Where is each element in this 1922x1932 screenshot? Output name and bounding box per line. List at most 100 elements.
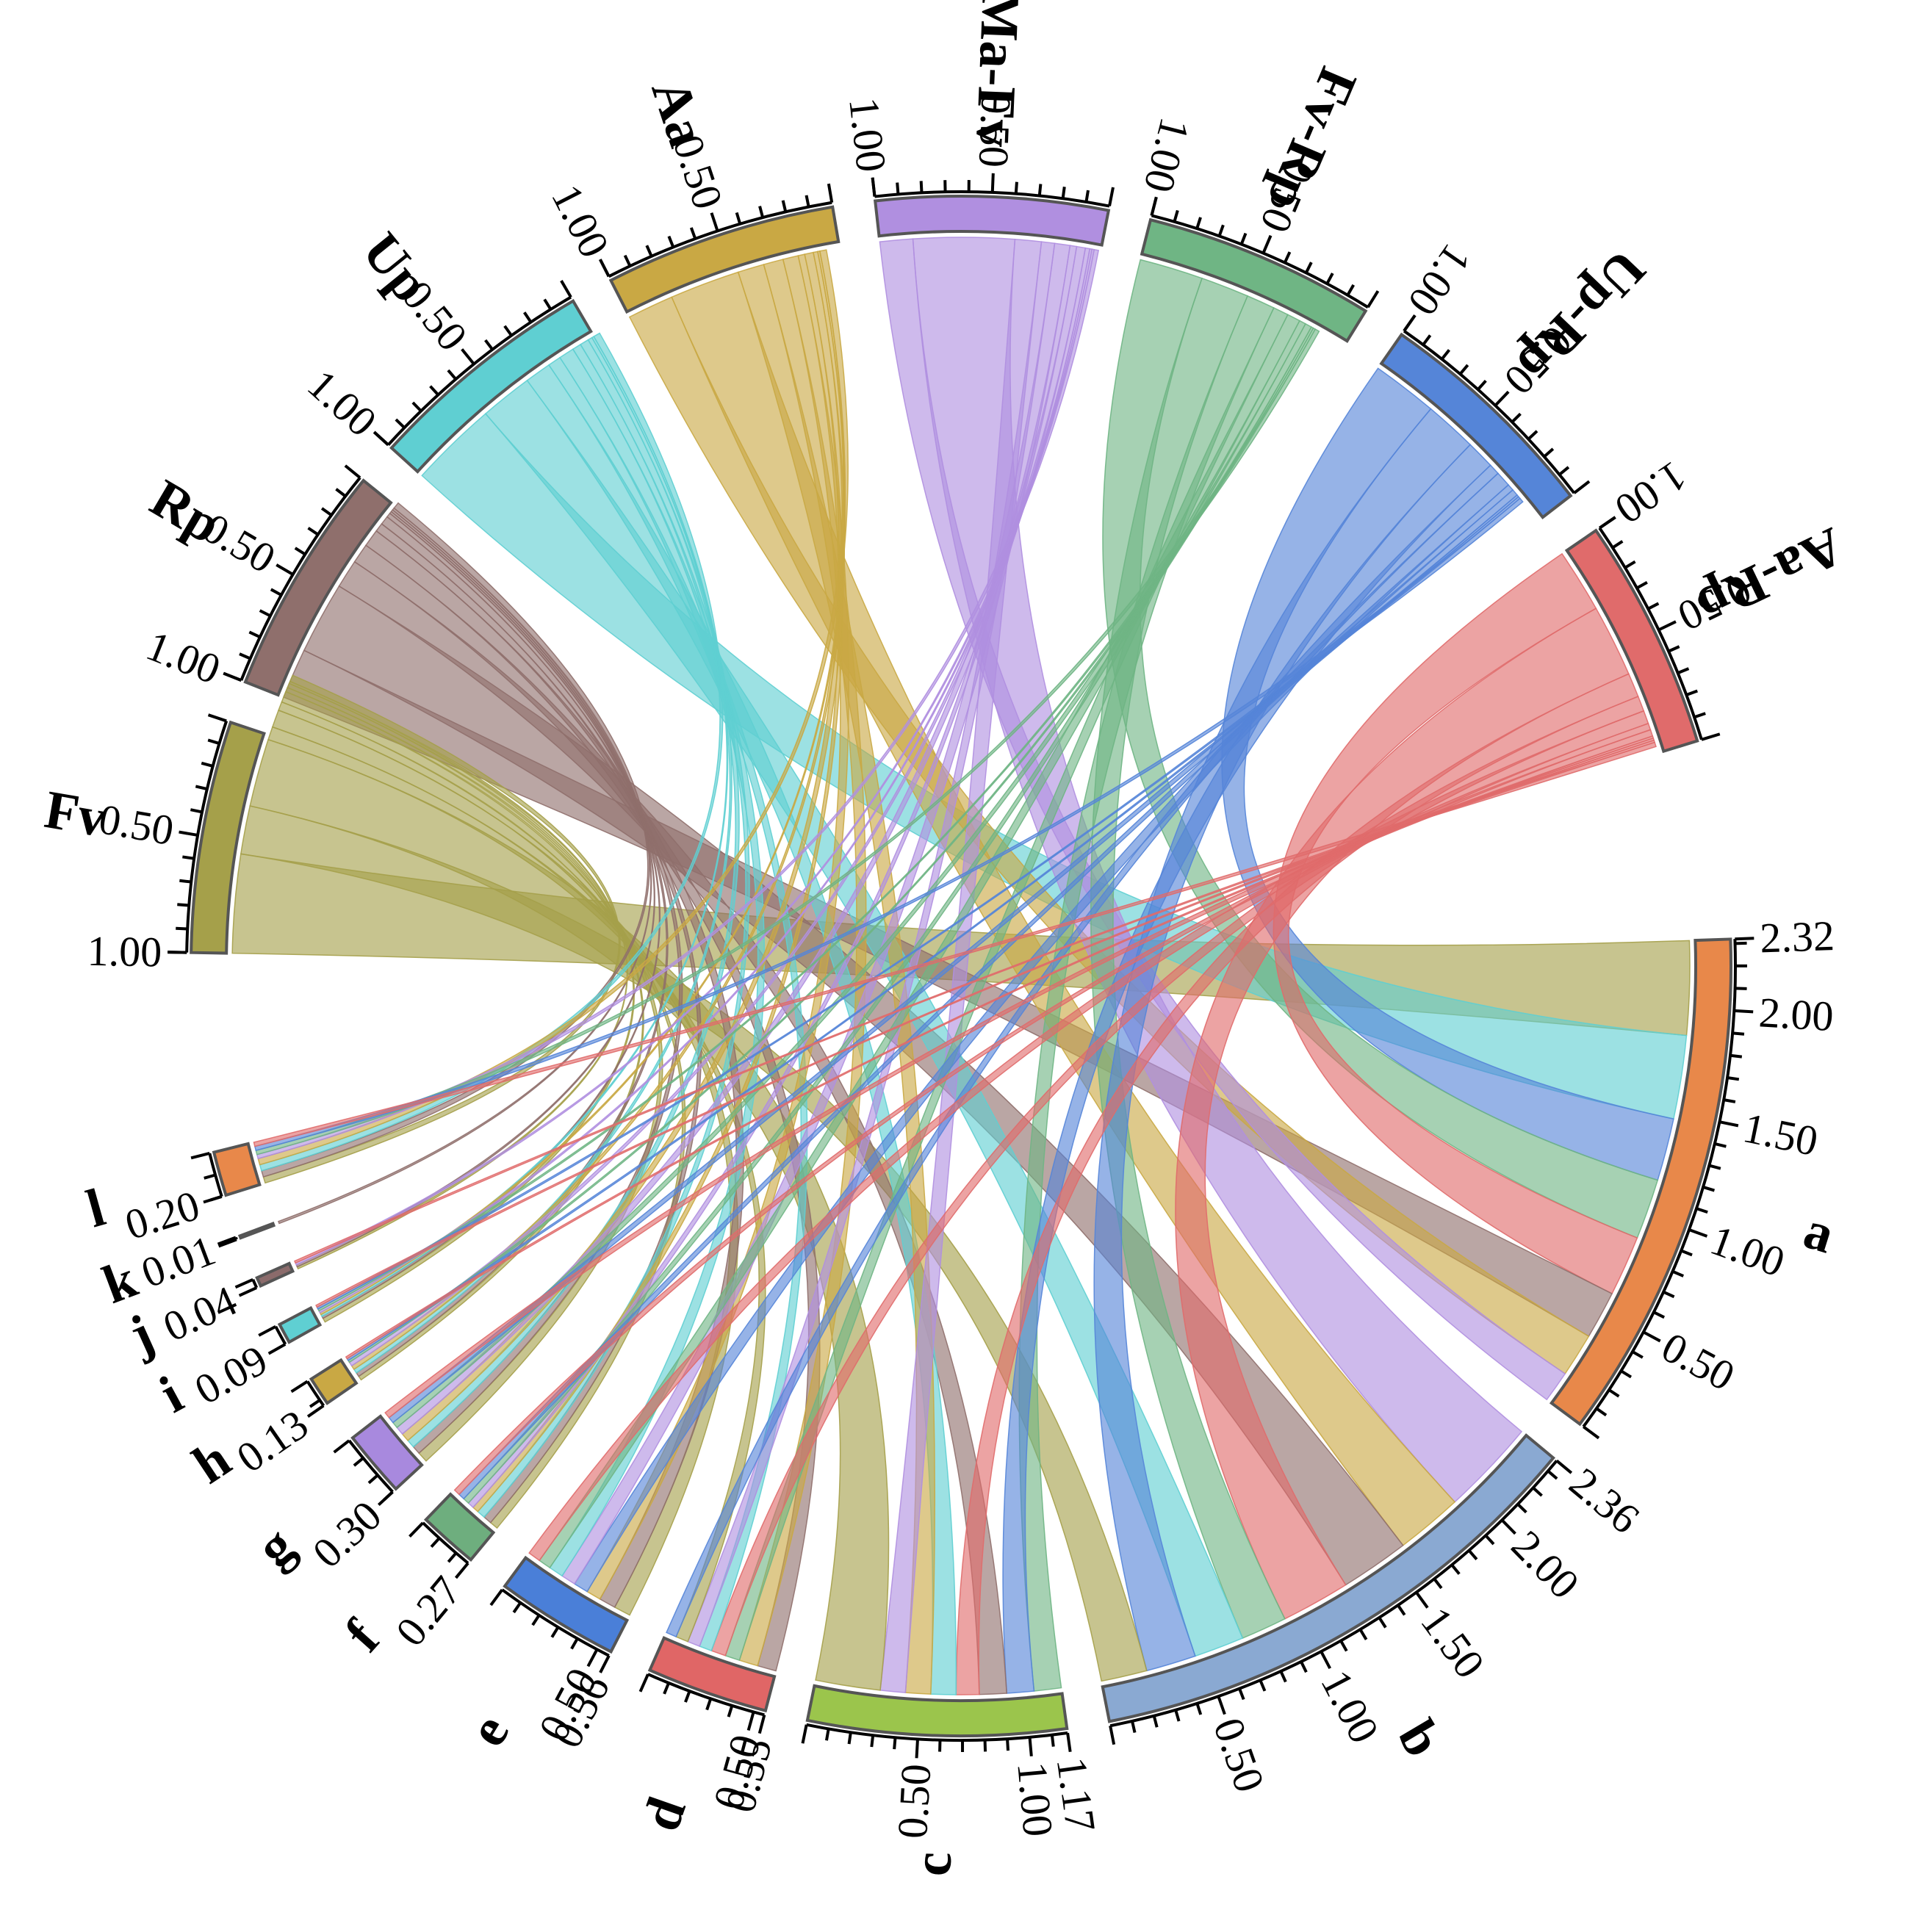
- sector-arc-c: [805, 1684, 1069, 1737]
- tick-label-ma-fv: 1.00: [840, 95, 896, 174]
- tick-mark: [1631, 1350, 1644, 1359]
- tick-mark: [1403, 314, 1417, 332]
- tick-mark: [1467, 1549, 1478, 1560]
- tick-label-i: 0.09: [187, 1336, 275, 1413]
- tick-mark: [638, 1673, 649, 1693]
- tick-mark: [372, 430, 389, 447]
- tick-mark: [344, 464, 361, 479]
- tick-label-f: 0.27: [386, 1567, 471, 1655]
- tick-mark: [203, 1194, 223, 1204]
- tick-mark: [570, 1637, 579, 1650]
- tick-label-b: 1.50: [1411, 1598, 1494, 1687]
- tick-label-a: 2.00: [1757, 988, 1835, 1040]
- tick-mark: [259, 609, 271, 618]
- sector-label-up-rp: Up-Rp: [1505, 238, 1657, 393]
- tick-mark: [1279, 1670, 1287, 1683]
- tick-label-aa: 1.00: [542, 177, 619, 265]
- tick-mark: [1558, 466, 1570, 476]
- ribbon-d-aa-rp: [710, 696, 1645, 1657]
- sector-arc-rp: [243, 478, 393, 697]
- tick-mark: [1028, 1737, 1033, 1756]
- tick-mark: [1608, 1388, 1620, 1398]
- ribbon-h-fv: [285, 686, 644, 1381]
- tick-mark: [1573, 480, 1591, 494]
- tick-mark: [870, 1734, 875, 1748]
- tick-label-b: 1.00: [1311, 1662, 1389, 1751]
- ribbon-f-aa-rp: [453, 722, 1652, 1496]
- sector-label-d: d: [631, 1789, 698, 1838]
- tick-mark: [645, 245, 653, 257]
- tick-mark: [1735, 937, 1754, 941]
- tick-label-aa-rp: 1.00: [1607, 452, 1695, 533]
- tick-mark: [543, 298, 553, 311]
- tick-mark: [1652, 1311, 1666, 1319]
- ribbon-f-aa: [472, 253, 843, 1513]
- tick-mark: [1152, 1715, 1159, 1728]
- tick-mark: [1611, 540, 1624, 549]
- tick-label-a: 0.50: [1654, 1323, 1742, 1400]
- ribbon-h-up: [353, 336, 733, 1374]
- sector-label-ma-fv: Ma-Fv: [964, 0, 1031, 148]
- tick-mark: [757, 1714, 766, 1734]
- tick-mark: [1173, 209, 1179, 223]
- tick-mark: [1680, 1249, 1693, 1257]
- tick-mark: [238, 1286, 258, 1297]
- tick-label-b: 2.36: [1561, 1458, 1649, 1543]
- tick-mark: [1109, 1725, 1116, 1745]
- sector-label-b: b: [1386, 1710, 1454, 1767]
- ribbon-a-aa-rp: [1273, 552, 1638, 1295]
- tick-mark: [1658, 620, 1677, 632]
- tick-mark: [179, 879, 192, 884]
- ribbon-e-fv-rp: [539, 314, 1300, 1569]
- tick-mark: [1595, 1407, 1608, 1417]
- tick-mark: [1217, 224, 1225, 237]
- tick-mark: [1304, 262, 1313, 274]
- sector-label-i: i: [151, 1365, 192, 1425]
- tick-mark: [599, 259, 611, 278]
- ribbon-i-up-rp: [316, 496, 1521, 1310]
- ribbon-e-up-rp: [573, 472, 1510, 1593]
- tick-label-rp: 1.00: [140, 621, 226, 693]
- sector-arc-aa: [608, 205, 841, 314]
- sector-label-f: f: [334, 1609, 391, 1663]
- sector-arc-aa-rp: [1564, 528, 1699, 754]
- ribbon-g-fv-rp: [392, 322, 1312, 1429]
- tick-mark: [1516, 1503, 1527, 1514]
- tick-mark: [1458, 364, 1469, 375]
- tick-mark: [1696, 1207, 1708, 1214]
- axis-line-up-rp: [1403, 329, 1576, 494]
- tick-mark: [1440, 349, 1451, 361]
- axis-line-f: [422, 1521, 469, 1565]
- tick-mark: [1084, 190, 1090, 203]
- ribbon-d-ma-fv: [687, 241, 1056, 1647]
- tick-mark: [353, 1457, 364, 1467]
- tick-mark: [689, 227, 697, 239]
- tick-mark: [204, 1173, 216, 1180]
- tick-mark: [623, 254, 632, 267]
- tick-mark: [1415, 1591, 1429, 1609]
- tick-mark: [377, 1491, 394, 1507]
- tick-mark: [893, 1737, 897, 1750]
- tick-mark: [824, 1729, 830, 1741]
- tick-mark: [1339, 1640, 1348, 1652]
- tick-mark: [223, 671, 242, 682]
- tick-mark: [461, 348, 475, 365]
- tick-mark: [1320, 1651, 1332, 1670]
- axis-line-e: [501, 1588, 610, 1657]
- tick-label-g: 0.30: [303, 1491, 391, 1577]
- ribbon-c-up-rp: [1002, 444, 1491, 1694]
- tick-mark: [447, 369, 457, 381]
- tick-mark: [599, 1654, 611, 1673]
- tick-mark: [1108, 187, 1115, 206]
- tick-mark: [1014, 181, 1018, 194]
- ribbon-l-up-rp: [253, 497, 1524, 1152]
- axis-line-fv: [185, 720, 228, 953]
- tick-mark: [667, 235, 675, 248]
- tick-mark: [1433, 1578, 1443, 1590]
- tick-mark: [1668, 645, 1680, 653]
- ribbon-a-up-rp: [1221, 367, 1674, 1181]
- ribbon-l-fv-rp: [255, 328, 1320, 1156]
- sector-arc-i: [277, 1305, 323, 1344]
- tick-mark: [746, 1711, 755, 1731]
